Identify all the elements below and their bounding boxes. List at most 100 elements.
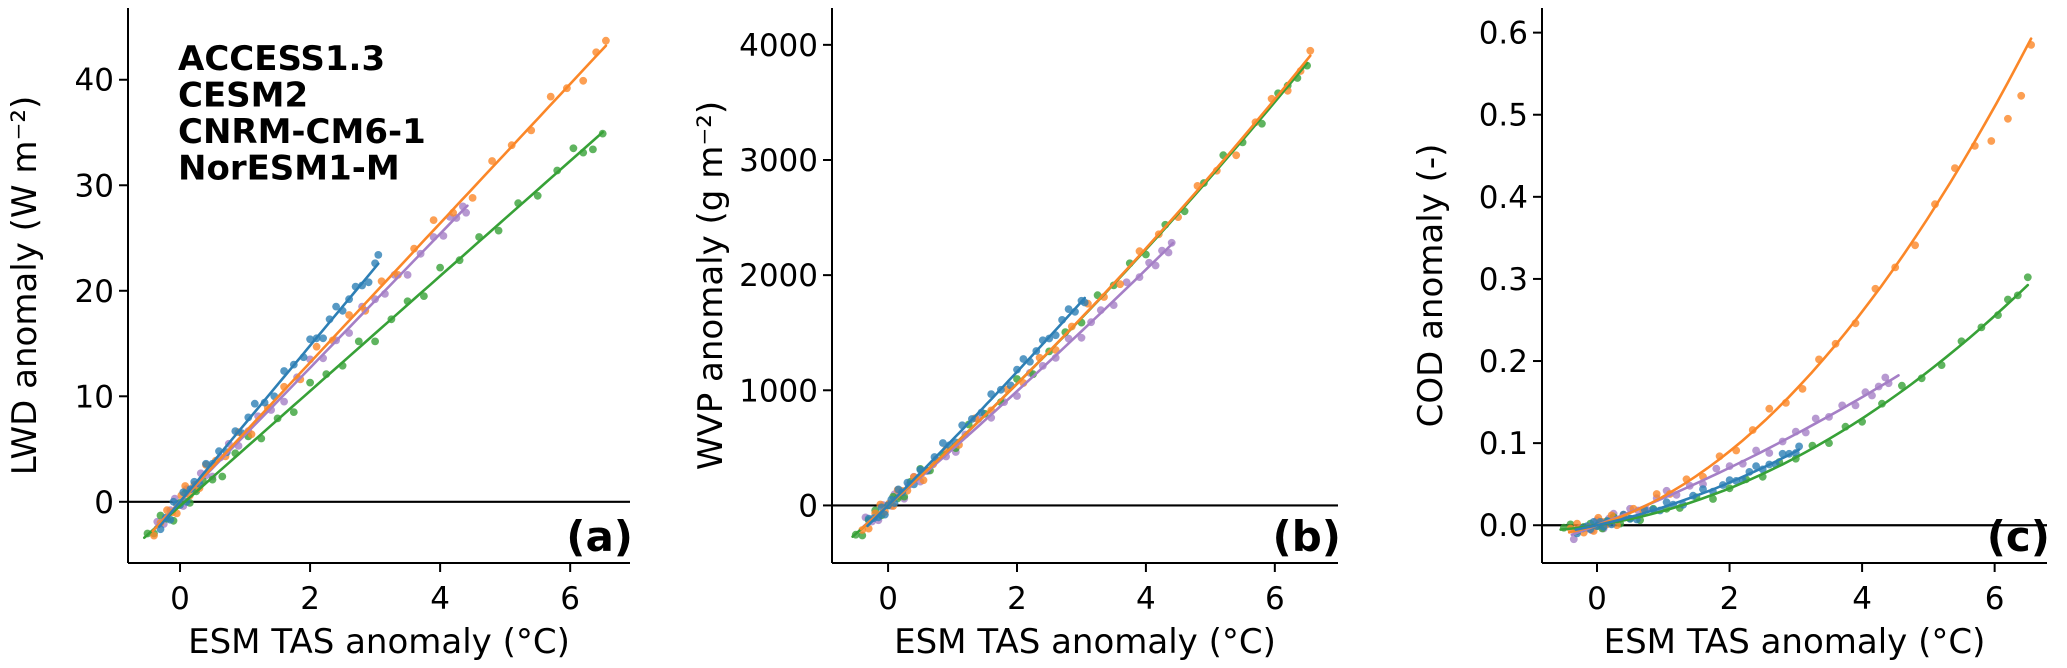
data-point <box>319 334 327 343</box>
data-point <box>218 472 227 481</box>
data-point <box>403 271 412 279</box>
data-point <box>429 216 438 225</box>
axes-panel-b <box>831 8 1338 564</box>
x-axis-label: ESM TAS anomaly (°C) <box>894 622 1276 662</box>
panel-c-cod: 0 2 4 6 0.0 0.1 0.2 0.3 0.4 0.5 0.6 (c) ESM TAS anom… <box>1378 0 2067 668</box>
x-axis-label: ESM TAS anomaly (°C) <box>1604 622 1986 662</box>
data-point <box>2023 273 2032 282</box>
data-point <box>1258 119 1266 128</box>
legend-entry-CESM2: CESM2 <box>178 76 308 116</box>
data-point <box>1064 305 1073 313</box>
x-tick-label: 2 <box>1720 581 1740 617</box>
x-tick-label: 2 <box>1007 581 1027 617</box>
x-tick-label: 0 <box>1587 581 1607 617</box>
data-point <box>2017 91 2026 100</box>
x-axis-ticks: 0 2 4 6 <box>1587 563 2005 617</box>
data-point <box>250 399 259 408</box>
data-point <box>589 145 597 154</box>
x-axis-label: ESM TAS anomaly (°C) <box>188 622 570 662</box>
legend-entry-ACCESS1.3: ACCESS1.3 <box>178 39 385 79</box>
data-point <box>1607 511 1616 520</box>
fit-line-ACCESS1.3 <box>1570 374 1900 537</box>
data-point <box>332 302 340 311</box>
data-point <box>420 292 428 300</box>
panel-letter-c: (c) <box>1987 512 2050 561</box>
chart-svg-panel-b: 0 2 4 6 0 1000 2000 3000 4000 (b) ESM TAS anomaly … <box>691 8 1341 662</box>
data-point <box>1881 373 1890 382</box>
y-axis-label: LWD anomaly (W m⁻²) <box>5 96 45 476</box>
y-axis-ticks: 0 1000 2000 3000 4000 <box>739 28 832 524</box>
x-tick-label: 4 <box>1852 581 1872 617</box>
data-point <box>881 510 889 519</box>
data-point <box>280 397 288 406</box>
y-tick-label: 20 <box>75 274 114 310</box>
fit-line-NorESM1-M <box>1574 448 1801 531</box>
y-tick-label: 0 <box>798 488 818 524</box>
axes-panel-a <box>127 8 630 564</box>
data-point <box>202 459 210 468</box>
data-point <box>374 251 383 259</box>
data-point <box>569 144 578 153</box>
y-axis-label: COD anomaly (-) <box>1411 144 1451 428</box>
y-axis-ticks: 0 10 20 30 40 <box>75 63 128 521</box>
data-point <box>533 191 542 200</box>
y-tick-label: 4000 <box>739 28 818 64</box>
data-point <box>2004 114 2012 123</box>
data-point <box>1898 381 1906 390</box>
y-tick-label: 0.0 <box>1479 508 1528 544</box>
data-point <box>1798 385 1807 393</box>
data-point <box>436 263 444 272</box>
data-point <box>1652 490 1661 498</box>
x-axis-ticks: 0 2 4 6 <box>878 563 1285 617</box>
data-point <box>247 430 256 439</box>
y-tick-label: 10 <box>75 379 114 415</box>
data-point <box>306 378 314 387</box>
x-tick-label: 4 <box>1136 581 1156 617</box>
x-axis-ticks: 0 2 4 6 <box>170 563 580 617</box>
data-point <box>1752 462 1760 470</box>
data-point <box>1811 414 1820 423</box>
data-point <box>1306 46 1315 55</box>
panel-letter-a: (a) <box>566 512 633 561</box>
data-point <box>371 337 379 346</box>
data-point <box>858 531 867 540</box>
scatter-series-NorESM1-M <box>864 296 1089 523</box>
fit-line-CNRM-CM6-1 <box>151 44 608 533</box>
fit-line-NorESM1-M <box>157 262 380 529</box>
y-axis-ticks: 0.0 0.1 0.2 0.3 0.4 0.5 0.6 <box>1479 16 1542 544</box>
scatter-series-CESM2 <box>1560 273 2032 535</box>
data-point <box>1122 278 1131 287</box>
axes-panel-c <box>1541 8 2047 564</box>
legend-entry-NorESM1-M: NorESM1-M <box>178 149 400 189</box>
data-point <box>488 157 496 165</box>
data-point <box>1987 137 1996 145</box>
data-point <box>1569 535 1578 544</box>
data-point <box>364 278 373 287</box>
y-tick-label: 40 <box>75 63 114 99</box>
data-point <box>1765 449 1774 457</box>
panel-b-wvp: 0 2 4 6 0 1000 2000 3000 4000 (b) ESM TAS anomaly … <box>689 0 1378 668</box>
y-tick-label: 3000 <box>739 143 818 179</box>
fit-line-NorESM1-M <box>866 296 1087 528</box>
x-tick-label: 6 <box>560 581 580 617</box>
y-tick-label: 0 <box>94 485 114 521</box>
panel-a-lwd: 0 2 4 6 0 10 20 30 40 ACCESS1.3 CESM2 CNRM-CM6-1 Nor… <box>0 0 689 668</box>
data-point <box>1911 241 1919 250</box>
x-tick-label: 4 <box>430 581 450 617</box>
fit-line-CNRM-CM6-1 <box>859 54 1312 531</box>
legend-entry-CNRM-CM6-1: CNRM-CM6-1 <box>178 112 426 152</box>
data-point <box>919 476 928 485</box>
y-tick-label: 0.5 <box>1479 98 1528 134</box>
y-tick-label: 1000 <box>739 373 818 409</box>
data-point <box>1709 495 1717 503</box>
x-tick-label: 2 <box>300 581 320 617</box>
chart-svg-panel-a: 0 2 4 6 0 10 20 30 40 ACCESS1.3CESM2CNRM-CM6-1Nor… <box>5 8 633 662</box>
data-point <box>1712 464 1721 473</box>
fit-line-CNRM-CM6-1 <box>1567 37 2033 534</box>
data-point <box>468 194 477 202</box>
x-tick-label: 0 <box>170 581 190 617</box>
data-point <box>1077 333 1086 342</box>
y-tick-label: 0.4 <box>1479 180 1528 216</box>
